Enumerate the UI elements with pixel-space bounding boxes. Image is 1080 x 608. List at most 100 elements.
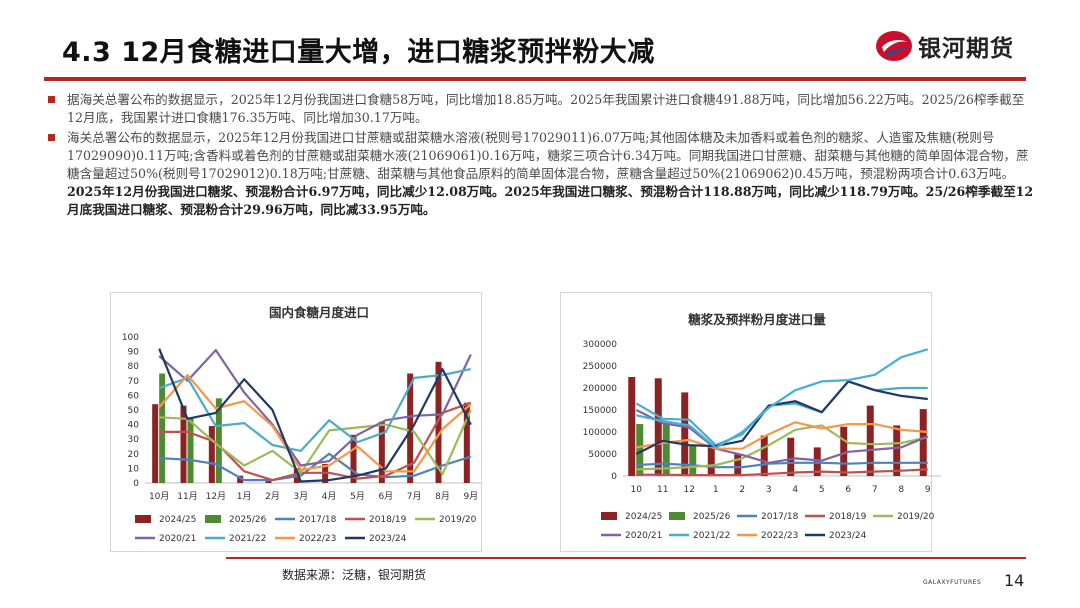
bar-2024/25 (787, 437, 795, 476)
legend-label: 2017/18 (761, 512, 799, 522)
x-tick-label: 9月 (463, 491, 478, 502)
legend-label: 2017/18 (299, 515, 337, 525)
legend-label: 2021/22 (229, 534, 266, 544)
y-tick-label: 40 (128, 421, 140, 431)
bar-2025/26 (159, 373, 166, 483)
x-tick-label: 10 (631, 485, 643, 495)
y-tick-label: 0 (133, 479, 139, 489)
legend-swatch (669, 512, 685, 520)
sugar-import-chart: 国内食糖月度进口 0 10 20 30 40 50 60 70 80 90 100 10月 11月 12月 1… (110, 292, 482, 552)
x-tick-label: 12 (684, 485, 695, 495)
x-tick-label: 1 (713, 485, 719, 495)
x-tick-label: 6月 (378, 491, 393, 502)
bullet-text: 海关总署公布的数据显示，2025年12月份我国进口甘蔗糖或甜菜糖水溶液(税则号1… (67, 130, 1029, 181)
line-2020/21 (635, 409, 929, 464)
bullet-bold-text: 2025年12月份我国进口糖浆、预混粉合计6.97万吨，同比减少12.08万吨。… (67, 184, 1034, 217)
legend-label: 2019/20 (897, 512, 935, 522)
bullet-square-icon (48, 134, 55, 141)
bar-2024/25 (350, 434, 357, 483)
legend-label: 2023/24 (829, 531, 867, 541)
x-tick-label: 5月 (350, 491, 365, 502)
y-tick-label: 80 (128, 362, 140, 372)
legend-swatch (205, 515, 221, 523)
x-tick-label: 7 (872, 485, 878, 495)
y-tick-label: 70 (128, 377, 140, 387)
x-tick-label: 4 (792, 485, 798, 495)
y-tick-label: 30 (128, 435, 140, 445)
x-tick-label: 9 (925, 485, 931, 495)
legend-label: 2018/19 (829, 512, 867, 522)
y-tick-label: 150000 (583, 406, 618, 416)
line-2019/20 (159, 409, 472, 476)
x-tick-label: 2 (739, 485, 745, 495)
bullet-list: 据海关总署公布的数据显示，2025年12月份我国进口食糖58万吨，同比增加18.… (48, 91, 1038, 221)
x-tick-label: 8月 (435, 491, 450, 502)
bar-2024/25 (893, 425, 901, 476)
slide-title: 4.3 12月食糖进口量大增，进口糖浆预拌粉大减 (62, 37, 655, 68)
legend-label: 2020/21 (625, 531, 662, 541)
y-tick-label: 10 (128, 464, 140, 474)
bar-2024/25 (378, 421, 385, 483)
bar-2024/25 (237, 475, 244, 483)
line-2021/22 (158, 368, 472, 452)
x-tick-label: 5 (819, 485, 825, 495)
bar-2024/25 (435, 361, 442, 483)
y-tick-label: 0 (611, 472, 617, 482)
x-tick-label: 11月 (177, 491, 197, 502)
bar-2024/25 (760, 435, 768, 476)
line-2019/20 (636, 424, 929, 471)
bullet-text: 据海关总署公布的数据显示，2025年12月份我国进口食糖58万吨，同比增加18.… (67, 92, 1025, 125)
y-tick-label: 90 (128, 348, 140, 358)
galaxy-logo-icon (876, 31, 912, 61)
bar-2025/26 (215, 398, 222, 483)
x-tick-label: 4月 (322, 491, 337, 502)
legend-label: 2021/22 (693, 531, 730, 541)
x-tick-label: 6 (845, 485, 851, 495)
footer-brand: GALAXYFUTURES (923, 579, 982, 586)
x-tick-label: 12月 (206, 491, 226, 502)
line-2021/22 (635, 380, 928, 447)
x-tick-label: 11 (657, 485, 668, 495)
legend-swatch (601, 512, 617, 520)
legend-label: 2022/23 (299, 534, 336, 544)
x-tick-label: 1月 (237, 491, 252, 502)
legend-label: 2022/23 (761, 531, 798, 541)
y-tick-label: 50000 (588, 450, 617, 460)
legend-label: 2025/26 (693, 512, 731, 522)
y-tick-label: 100 (122, 333, 139, 343)
title-divider (44, 77, 1026, 81)
syrup-premix-import-chart: 糖浆及预拌粉月度进口量 0 50000 100000 150000 200000 25000… (560, 292, 941, 552)
legend-label: 2023/24 (369, 534, 407, 544)
y-tick-label: 250000 (583, 362, 618, 372)
brand-logo: 银河期货 (874, 26, 1014, 66)
bar-2024/25 (707, 446, 715, 476)
line-2018/19 (636, 468, 928, 477)
line-2017/18 (159, 452, 472, 482)
bar-2024/25 (152, 404, 159, 483)
line-2024/25 line (636, 348, 929, 449)
bar-2024/25 (681, 392, 689, 476)
bar-2024/25 (866, 405, 874, 476)
bar-2024/25 (840, 426, 848, 476)
x-tick-label: 10月 (149, 491, 169, 502)
syrup-premix-chart-svg: 糖浆及预拌粉月度进口量 0 50000 100000 150000 200000 25000… (583, 312, 941, 541)
line-2022/23 (636, 421, 928, 450)
legend-label: 2020/21 (159, 534, 196, 544)
legend-label: 2018/19 (369, 515, 407, 525)
bar-2025/26 (187, 417, 194, 483)
line-2022/23 (158, 373, 472, 473)
bullet-item: 海关总署公布的数据显示，2025年12月份我国进口甘蔗糖或甜菜糖水溶液(税则号1… (48, 129, 1038, 219)
x-tick-label: 7月 (407, 491, 422, 502)
bar-2024/25 (734, 454, 742, 476)
y-tick-label: 20 (128, 450, 140, 460)
x-tick-label: 2月 (265, 491, 280, 502)
y-tick-label: 200000 (583, 384, 618, 394)
sugar-import-chart-svg: 国内食糖月度进口 0 10 20 30 40 50 60 70 80 90 100 10月 11月 12月 1… (122, 305, 481, 544)
legend-label: 2024/25 (625, 512, 662, 522)
bar-2024/25 (180, 405, 187, 483)
x-tick-label: 3月 (293, 491, 308, 502)
legend-label: 2025/26 (229, 515, 267, 525)
bar-2025/26 (636, 424, 644, 476)
y-tick-label: 60 (128, 391, 140, 401)
bar-2025/26 (662, 423, 670, 476)
